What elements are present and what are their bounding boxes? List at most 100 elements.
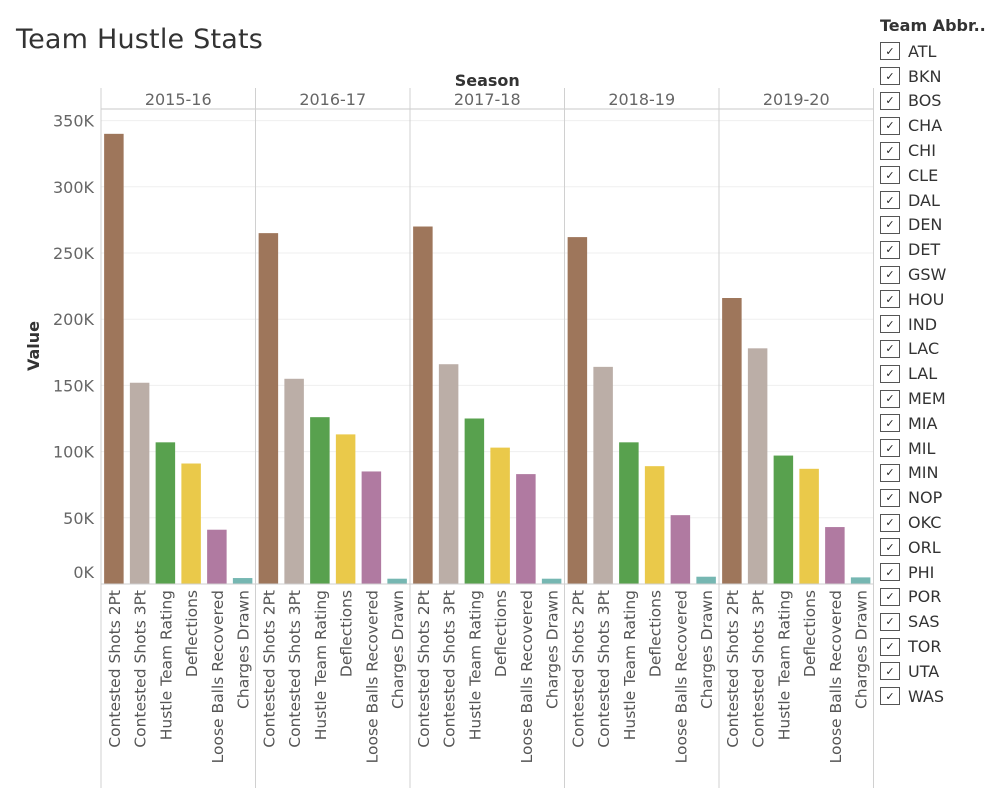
x-tick-label: Deflections — [801, 590, 819, 677]
legend-item-det[interactable]: ✓ DET — [880, 237, 998, 262]
legend-item-ind[interactable]: ✓ IND — [880, 312, 998, 337]
x-tick-label: Contested Shots 2Pt — [106, 590, 124, 748]
check-icon[interactable]: ✓ — [880, 389, 900, 408]
check-icon[interactable]: ✓ — [880, 463, 900, 482]
check-icon[interactable]: ✓ — [880, 414, 900, 433]
bar — [850, 577, 871, 584]
legend-item-lal[interactable]: ✓ LAL — [880, 361, 998, 386]
check-icon[interactable]: ✓ — [880, 290, 900, 309]
legend-item-mil[interactable]: ✓ MIL — [880, 436, 998, 461]
check-icon[interactable]: ✓ — [880, 488, 900, 507]
check-icon[interactable]: ✓ — [880, 364, 900, 383]
legend-item-orl[interactable]: ✓ ORL — [880, 535, 998, 560]
x-tick-label: Charges Drawn — [853, 590, 871, 709]
legend-item-label: SAS — [908, 612, 940, 632]
legend-item-nop[interactable]: ✓ NOP — [880, 485, 998, 510]
bar — [670, 515, 691, 584]
legend-item-label: DEN — [908, 215, 943, 235]
bar — [644, 466, 665, 584]
y-tick-label: 350K — [53, 112, 95, 131]
legend-item-label: TOR — [908, 637, 942, 657]
check-icon[interactable]: ✓ — [880, 191, 900, 210]
legend-item-sas[interactable]: ✓ SAS — [880, 609, 998, 634]
legend-item-label: WAS — [908, 686, 945, 706]
check-icon[interactable]: ✓ — [880, 687, 900, 706]
check-icon[interactable]: ✓ — [880, 315, 900, 334]
legend-title: Team Abbr.. — [880, 16, 986, 35]
check-icon[interactable]: ✓ — [880, 513, 900, 532]
bar — [696, 576, 716, 584]
bar — [464, 418, 485, 584]
y-tick-label: 50K — [63, 509, 94, 528]
legend-item-label: CHI — [908, 141, 936, 161]
x-tick-label: Contested Shots 3Pt — [750, 590, 768, 748]
legend-item-label: MIL — [908, 438, 936, 458]
check-icon[interactable]: ✓ — [880, 563, 900, 582]
legend-item-por[interactable]: ✓ POR — [880, 585, 998, 610]
legend-item-label: MIN — [908, 463, 939, 483]
check-icon[interactable]: ✓ — [880, 265, 900, 284]
legend-item-was[interactable]: ✓ WAS — [880, 684, 998, 709]
legend-item-label: DAL — [908, 190, 940, 210]
bar — [104, 133, 124, 584]
legend-item-label: DET — [908, 240, 941, 260]
check-icon[interactable]: ✓ — [880, 166, 900, 185]
legend-item-tor[interactable]: ✓ TOR — [880, 634, 998, 659]
season-header: 2016-17 — [299, 90, 366, 109]
x-tick-label: Loose Balls Recovered — [209, 590, 227, 763]
check-icon[interactable]: ✓ — [880, 637, 900, 656]
legend-item-gsw[interactable]: ✓ GSW — [880, 262, 998, 287]
bar — [438, 364, 459, 584]
legend-item-chi[interactable]: ✓ CHI — [880, 138, 998, 163]
legend-item-cle[interactable]: ✓ CLE — [880, 163, 998, 188]
x-tick-label: Contested Shots 3Pt — [286, 590, 304, 748]
check-icon[interactable]: ✓ — [880, 538, 900, 557]
bar — [284, 378, 304, 584]
legend-item-label: CHA — [908, 116, 943, 136]
legend-item-cha[interactable]: ✓ CHA — [880, 113, 998, 138]
legend-item-label: UTA — [908, 661, 940, 681]
y-tick-label: 0K — [73, 563, 94, 582]
legend-item-bos[interactable]: ✓ BOS — [880, 89, 998, 114]
legend-item-hou[interactable]: ✓ HOU — [880, 287, 998, 312]
check-icon[interactable]: ✓ — [880, 42, 900, 61]
legend-item-label: PHI — [908, 562, 935, 582]
check-icon[interactable]: ✓ — [880, 91, 900, 110]
legend-item-phi[interactable]: ✓ PHI — [880, 560, 998, 585]
legend-item-bkn[interactable]: ✓ BKN — [880, 64, 998, 89]
check-icon[interactable]: ✓ — [880, 67, 900, 86]
legend-item-den[interactable]: ✓ DEN — [880, 213, 998, 238]
check-icon[interactable]: ✓ — [880, 612, 900, 631]
legend-item-min[interactable]: ✓ MIN — [880, 461, 998, 486]
check-icon[interactable]: ✓ — [880, 215, 900, 234]
season-header: 2015-16 — [145, 90, 212, 109]
legend-item-label: POR — [908, 587, 942, 607]
x-tick-label: Contested Shots 2Pt — [415, 590, 433, 748]
check-icon[interactable]: ✓ — [880, 587, 900, 606]
column-header: Season — [455, 71, 520, 90]
season-header: 2018-19 — [608, 90, 675, 109]
legend-item-mia[interactable]: ✓ MIA — [880, 411, 998, 436]
legend-item-dal[interactable]: ✓ DAL — [880, 188, 998, 213]
legend-item-label: NOP — [908, 488, 943, 508]
legend-item-uta[interactable]: ✓ UTA — [880, 659, 998, 684]
bar — [747, 348, 768, 584]
legend-item-lac[interactable]: ✓ LAC — [880, 337, 998, 362]
check-icon[interactable]: ✓ — [880, 662, 900, 681]
x-tick-label: Hustle Team Rating — [466, 590, 484, 740]
y-tick-label: 300K — [53, 178, 95, 197]
bar — [129, 382, 150, 584]
legend-item-atl[interactable]: ✓ ATL — [880, 39, 998, 64]
legend-item-label: CLE — [908, 165, 939, 185]
legend-list: ✓ ATL ✓ BKN ✓ BOS ✓ CHA ✓ CHI ✓ CLE ✓ DAL ✓ DEN ✓ DET ✓ GSW… — [880, 39, 998, 709]
check-icon[interactable]: ✓ — [880, 339, 900, 358]
check-icon[interactable]: ✓ — [880, 240, 900, 259]
check-icon[interactable]: ✓ — [880, 116, 900, 135]
check-icon[interactable]: ✓ — [880, 141, 900, 160]
x-tick-label: Charges Drawn — [389, 590, 407, 709]
check-icon[interactable]: ✓ — [880, 439, 900, 458]
x-tick-label: Hustle Team Rating — [621, 590, 639, 740]
legend-item-okc[interactable]: ✓ OKC — [880, 510, 998, 535]
legend-item-mem[interactable]: ✓ MEM — [880, 386, 998, 411]
season-header: 2017-18 — [454, 90, 521, 109]
